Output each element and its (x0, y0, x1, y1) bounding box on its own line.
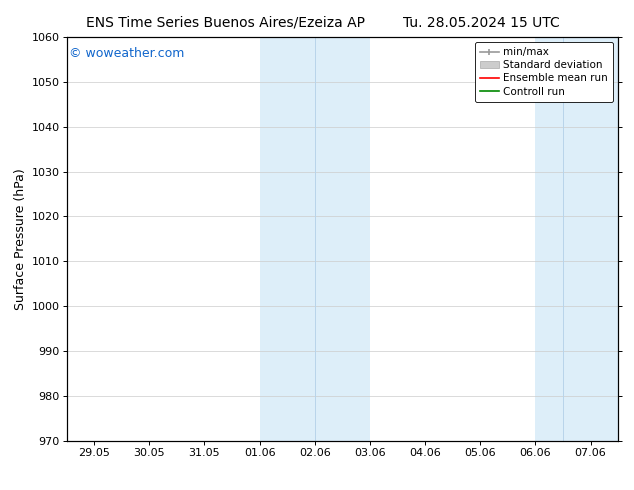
Text: © woweather.com: © woweather.com (69, 47, 184, 60)
Text: ENS Time Series Buenos Aires/Ezeiza AP: ENS Time Series Buenos Aires/Ezeiza AP (86, 16, 365, 30)
Legend: min/max, Standard deviation, Ensemble mean run, Controll run: min/max, Standard deviation, Ensemble me… (475, 42, 613, 102)
Bar (535, 37, 618, 441)
Y-axis label: Surface Pressure (hPa): Surface Pressure (hPa) (15, 168, 27, 310)
Bar (260, 37, 370, 441)
Text: Tu. 28.05.2024 15 UTC: Tu. 28.05.2024 15 UTC (403, 16, 560, 30)
